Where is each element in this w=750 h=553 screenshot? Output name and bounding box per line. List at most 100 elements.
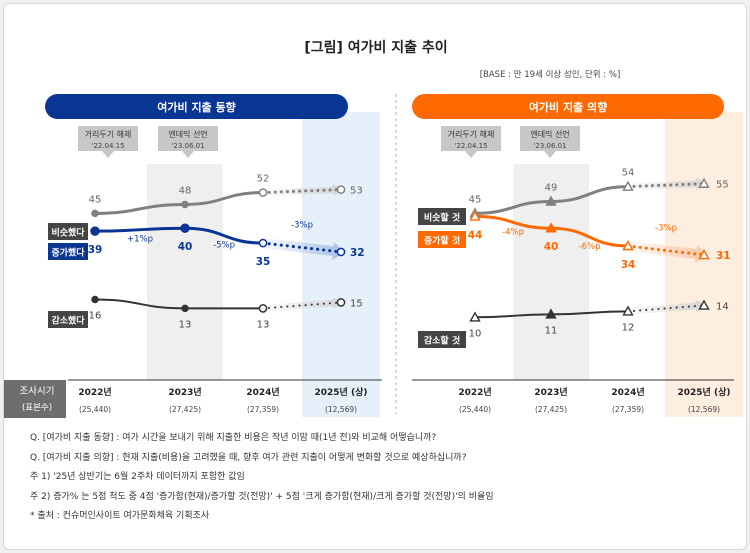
panel-2-series-1-point-3 (622, 180, 634, 191)
panel-2-series-2-trend-arrow (627, 241, 708, 263)
panel-2-series-2-point-4 (698, 248, 710, 260)
panel-1-series-2-label-box (48, 243, 88, 260)
panel-2-series-3-value-label-3: 12 (622, 322, 635, 333)
chart-canvas: [그림] 여가비 지출 추이 [BASE : 만 19세 이상 성인, 단위 : … (4, 39, 743, 418)
panel-1-projection-band (302, 112, 380, 417)
panel-1-header-pill (45, 94, 348, 119)
panel-2-series-1-projection-line (626, 182, 706, 189)
panel-1-series-2-projection-line (261, 241, 343, 254)
panel-2-sample-size-3: (27,359) (612, 405, 644, 414)
panel-2-period-label-3: 2024년 (611, 386, 644, 398)
panel-2-series-3-value-label-4: 14 (716, 301, 729, 312)
panel-1-sample-size-2: (27,425) (169, 405, 201, 414)
panel-2-series-3-trend-arrow-shape (627, 300, 708, 315)
panel-2-series-2-value-label-3: 34 (621, 259, 636, 271)
panel-1-series-3-point-4 (336, 298, 346, 307)
panel-2-change-label-1: -4%p (502, 227, 524, 237)
panel-1-series-1-point-1 (91, 209, 99, 218)
panel-2-series-1-trend-arrow-shape (627, 177, 708, 190)
panel-2-change-label-2: -6%p (579, 242, 601, 252)
panel-2-series-1-point-2 (545, 195, 557, 206)
panel-2-series-3-label-text: 감소할 것 (424, 335, 460, 347)
panel-1-event-date-2: '23.06.01 (171, 142, 204, 150)
panel-1-event-label-1: 거리두기 해제 (85, 129, 132, 139)
panel-2-change-label-3: -3%p (655, 223, 677, 233)
panel-1-event-band (147, 164, 223, 380)
panel-1-series-3-label-box (48, 311, 88, 328)
panel-1-series-1-point-4 (336, 185, 346, 194)
panel-2-series-1-value-label-1: 45 (469, 194, 482, 205)
panel-1-period-label-4: 2025년 (상) (315, 386, 368, 398)
panel-2-series-1-value-label-2: 49 (545, 182, 558, 193)
panel-2-series-1-trend-arrow (627, 177, 708, 190)
row-header-label: 조사시기 (20, 386, 55, 397)
panel-2-sample-size-2: (27,425) (535, 405, 567, 414)
panel-2-series-3-value-label-2: 11 (545, 325, 558, 336)
panel-1-change-label-3: -3%p (291, 221, 313, 231)
panel-2-sample-size-4: (12,569) (688, 405, 720, 414)
panel-1-series-3-value-label-2: 13 (179, 319, 192, 330)
panel-2-series-3-trend-arrow (627, 300, 708, 315)
panel-1-series-2-point-1 (90, 226, 100, 236)
panel-1-series-3-projection-line (262, 301, 342, 310)
base-note: [BASE : 만 19세 이상 성인, 단위 : %] (480, 69, 621, 80)
row-header-box (4, 380, 66, 418)
panel-1-period-label-2: 2023년 (168, 386, 201, 398)
panel-2-event-label-2: 엔데믹 선언 (530, 129, 569, 139)
panel-1-series-1-projection-line (261, 188, 343, 195)
panel-2-series-3-point-4 (698, 299, 710, 310)
panel-1-event-date-1: '22.04.15 (91, 142, 124, 150)
panel-1-series-1-value-label-2: 48 (179, 185, 192, 196)
panel-1-series-1-value-label-4: 53 (350, 186, 363, 197)
panel-2-period-label-1: 2022년 (458, 386, 491, 398)
panel-1-series-3-trend-arrow-shape (262, 297, 345, 312)
panel-1-series-2-label-text: 증가했다 (51, 247, 85, 259)
panel-1-change-label-2: -5%p (213, 241, 235, 251)
panel-2-series-2-value-label-4: 31 (716, 250, 731, 262)
panel-1-series-2-value-label-2: 40 (178, 241, 193, 253)
panel-1-series-1-trend-arrow-shape (262, 183, 345, 196)
note-footnote-1: 주 1) '25년 상반기는 6월 2주차 데이터까지 포함한 값임 (30, 472, 245, 482)
panel-2-series-2-trend-arrow-shape (627, 241, 708, 263)
panel-2-header-title: 여가비 지출 의향 (529, 100, 608, 114)
panel-2-event-date-2: '23.06.01 (533, 142, 566, 150)
panel-1-series-2-point-3 (258, 238, 268, 248)
panel-1-series-3-trend-arrow (262, 297, 345, 312)
panel-1-series-3-value-label-4: 15 (350, 298, 363, 309)
note-source: * 출처 : 컨슈머인사이트 여가문화체육 기획조사 (30, 511, 210, 521)
panel-1-series-2-point-2 (180, 223, 190, 233)
panel-2-series-2-label-text: 증가할 것 (424, 235, 460, 247)
note-footnote-2: 주 2) 증가% 는 5점 척도 중 4점 '증가함(현재)/증가할 것(전망)… (30, 491, 494, 502)
infographic-card: [그림] 여가비 지출 추이 [BASE : 만 19세 이상 성인, 단위 : … (3, 3, 747, 550)
panel-2-header-pill (412, 94, 724, 119)
panel-1-event-label-2: 엔데믹 선언 (168, 129, 207, 139)
panel-1-period-label-3: 2024년 (246, 386, 279, 398)
panel-1-series-1-label-box (48, 223, 88, 240)
panel-2-series-2-label-box (418, 231, 466, 248)
panel-2-series-1-label-box (418, 208, 466, 225)
notes: Q. [여가비 지출 동향] : 여가 시간을 보내기 위해 지출한 비용은 작… (30, 429, 730, 527)
panel-1-series-2-point-4 (336, 247, 346, 257)
panel-1-header-title: 여가비 지출 동향 (157, 100, 236, 114)
panel-2-series-1-label-text: 비슷할 것 (424, 212, 460, 224)
panel-1-series-1-point-2 (181, 200, 189, 209)
panel-2-event-tag-1 (441, 126, 501, 158)
panel-2-series-2-projection-line (626, 244, 706, 257)
panel-2-series-2-point-1 (469, 210, 481, 221)
panel-1-series-1-point-3 (258, 188, 268, 197)
panel-1-sample-size-3: (27,359) (247, 405, 279, 414)
panel-2-series-3-value-label-1: 10 (469, 328, 482, 339)
panel-2-series-2-value-label-1: 44 (468, 229, 483, 241)
panel-2-series-2-point-3 (622, 240, 634, 251)
panel-1-series-3-value-label-1: 16 (89, 310, 102, 321)
panel-2-series-1-point-4 (698, 177, 710, 188)
panel-2-series-1-value-label-4: 55 (716, 180, 729, 191)
panel-2-sample-size-1: (25,440) (459, 405, 491, 414)
panel-1-series-1-trend-arrow (262, 183, 345, 196)
panel-1-series-2-value-label-4: 32 (350, 247, 365, 259)
panel-2-period-label-4: 2025년 (상) (678, 386, 731, 398)
panel-1-series-3-point-1 (91, 295, 99, 304)
panel-1-series-3-label-text: 감소했다 (51, 315, 85, 327)
row-header-sublabel: (표본수) (22, 403, 52, 413)
panel-2-projection-band (665, 112, 743, 417)
